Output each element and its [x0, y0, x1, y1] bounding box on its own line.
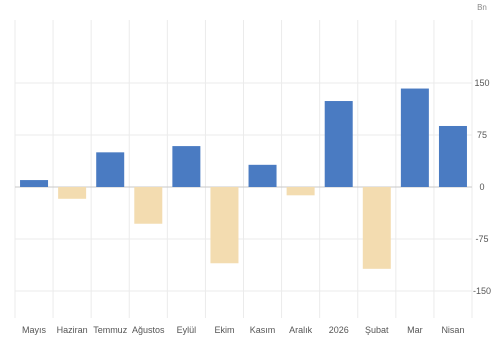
x-tick-label: Şubat [365, 325, 389, 335]
bar-6[interactable] [248, 164, 277, 187]
bar-3[interactable] [134, 187, 163, 224]
bar-8[interactable] [324, 101, 353, 187]
y-tick-label: 0 [479, 182, 484, 192]
bar-10[interactable] [400, 88, 429, 187]
bar-11[interactable] [438, 125, 467, 187]
bar-2[interactable] [96, 152, 125, 187]
y-axis-unit-label: Bn [477, 3, 487, 12]
bar-1[interactable] [58, 187, 87, 199]
x-tick-label: Haziran [57, 325, 88, 335]
bar-5[interactable] [210, 187, 239, 264]
x-tick-label: Temmuz [93, 325, 128, 335]
y-tick-label: -75 [475, 234, 488, 244]
x-tick-label: Ekim [214, 325, 234, 335]
x-tick-label: Nisan [441, 325, 464, 335]
y-tick-label: 75 [477, 130, 487, 140]
y-tick-label: 150 [474, 78, 489, 88]
x-tick-label: Ağustos [132, 325, 165, 335]
bar-4[interactable] [172, 146, 201, 187]
bar-7[interactable] [286, 187, 315, 196]
x-tick-label: Mayıs [22, 325, 47, 335]
y-tick-label: -150 [473, 286, 491, 296]
y-axis-labels: 150 75 0 -75 -150 [473, 78, 491, 296]
x-tick-label: Mar [407, 325, 423, 335]
chart-bars [20, 88, 467, 269]
x-tick-label: Eylül [177, 325, 197, 335]
x-tick-label: 2026 [329, 325, 349, 335]
x-tick-label: Kasım [250, 325, 276, 335]
chart-grid [14, 20, 473, 318]
bar-0[interactable] [20, 180, 49, 187]
x-axis-labels: Mayıs Haziran Temmuz Ağustos Eylül Ekim Kasım A… [22, 325, 464, 335]
x-tick-label: Aralık [289, 325, 313, 335]
bar-9[interactable] [362, 187, 391, 269]
